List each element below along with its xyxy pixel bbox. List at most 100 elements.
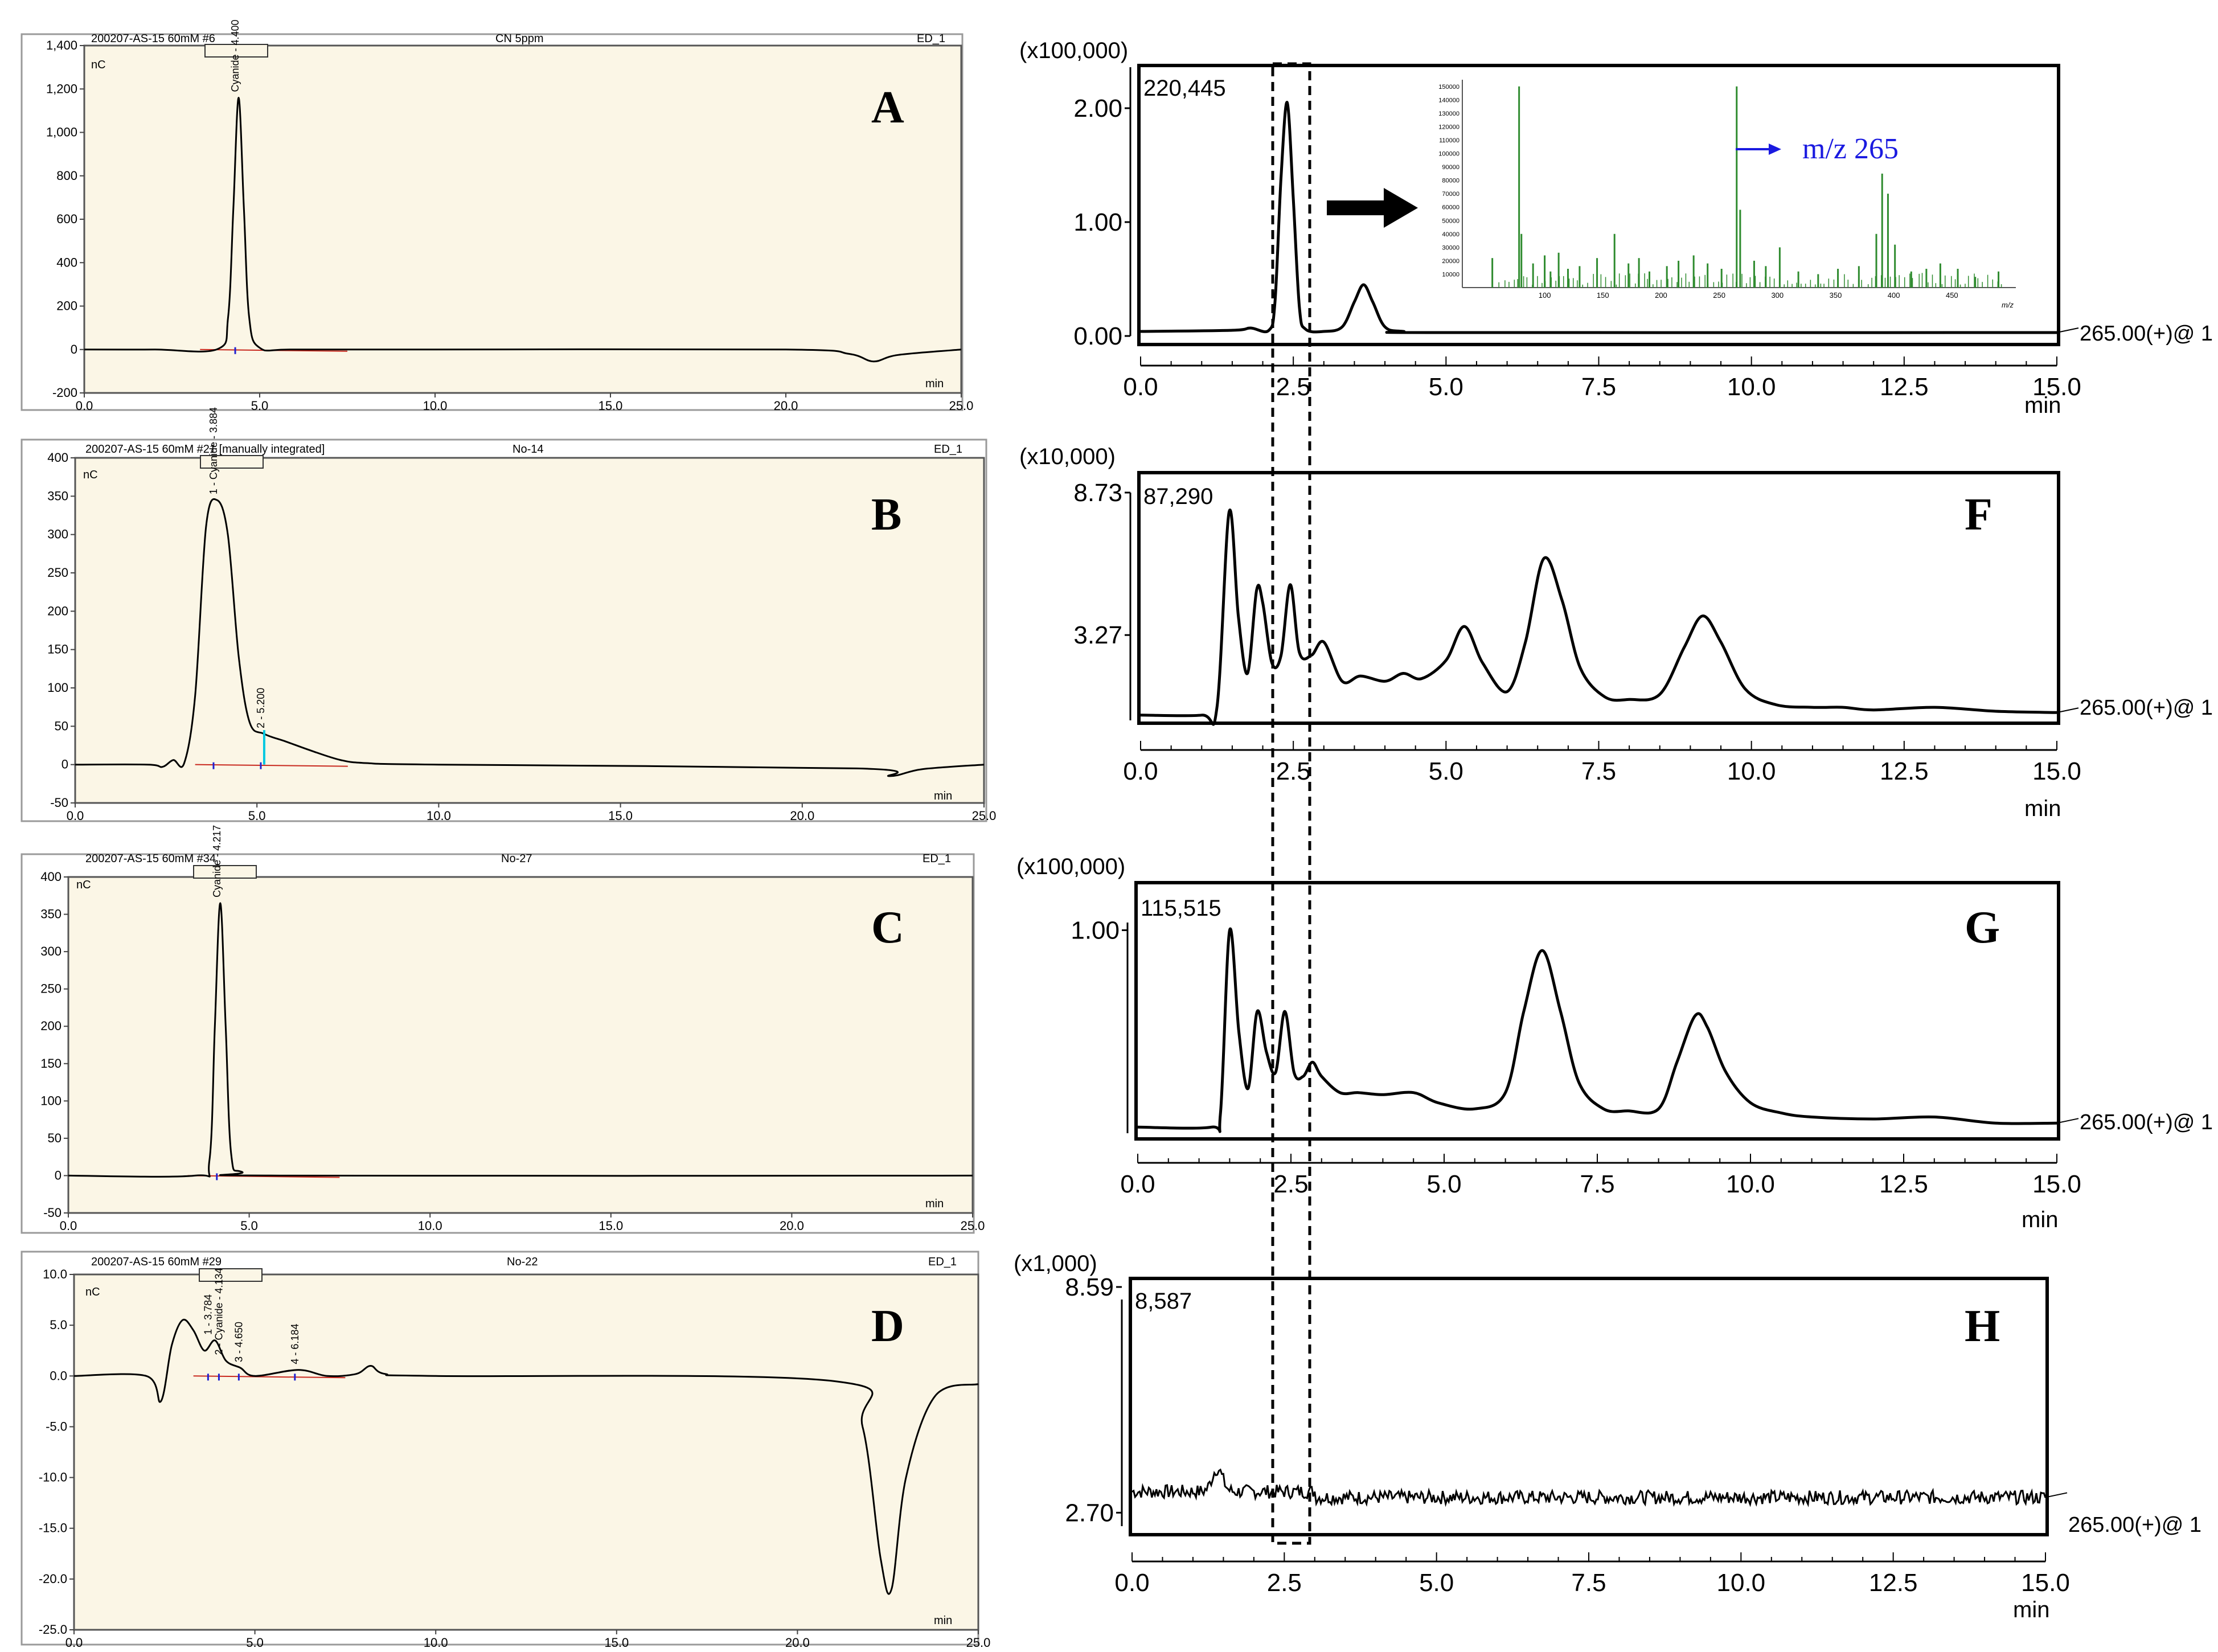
ms-chromatogram-panel-f: (x10,000) 87,290 F 265.00(+)@ 1 min 8.73… bbox=[1019, 444, 2213, 821]
panel-a-header-left: 200207-AS-15 60mM #6 bbox=[91, 32, 215, 45]
panel-h-x-tick-labels: 0.0 2.5 5.0 7.5 10.0 12.5 15.0 bbox=[1114, 1552, 2070, 1597]
x-tick-label: 0.0 bbox=[1123, 373, 1158, 401]
panel-b-header-left: 200207-AS-15 60mM #21 [manually integrat… bbox=[85, 443, 325, 456]
y-tick-label: 150 bbox=[40, 1056, 62, 1071]
panel-d-trace-layer: 1 - 3.784 2 - Cyanide - 4.134 3 - 4.650 4 -… bbox=[73, 1268, 979, 1595]
panel-e-intensity: 220,445 bbox=[1143, 76, 1226, 101]
peak-label: 4 - 6.184 bbox=[289, 1324, 301, 1364]
y-tick-label: 5.0 bbox=[50, 1318, 67, 1332]
panel-h-label: H bbox=[1965, 1301, 2000, 1351]
panel-a-label: A bbox=[871, 83, 904, 133]
inset-y-tick-label: 100000 bbox=[1438, 151, 1459, 158]
inset-x-tick-label: 350 bbox=[1830, 291, 1842, 300]
panel-g-intensity: 115,515 bbox=[1141, 896, 1221, 921]
y-tick-label: -15.0 bbox=[39, 1521, 67, 1535]
inset-y-tick-label: 150000 bbox=[1438, 84, 1459, 91]
x-tick-label: 5.0 bbox=[246, 1635, 264, 1650]
y-tick-label: 200 bbox=[56, 299, 77, 313]
chromatogram-panel-c: 200207-AS-15 60mM #34 No-27 ED_1 nC min … bbox=[21, 825, 985, 1234]
y-tick-label: 50 bbox=[55, 719, 68, 733]
retention-time-window bbox=[1271, 62, 1311, 1545]
ms-chromatogram-panel-h: (x1,000) 8,587 H 265.00(+)@ 1 min 8.59 2.… bbox=[1014, 1251, 2201, 1622]
y-tick-label: -10.0 bbox=[39, 1470, 67, 1485]
panel-d-y-tick-labels: 10.0 5.0 0.0 -5.0 -10.0 -15.0 -20.0 -25.0 bbox=[39, 1267, 74, 1637]
panel-d-plot-area bbox=[73, 1273, 979, 1631]
x-tick-label: 0.0 bbox=[76, 399, 93, 413]
y-tick-label: 0.00 bbox=[1073, 322, 1122, 350]
panel-d-y-unit: nC bbox=[85, 1286, 100, 1298]
inset-bar-layer bbox=[1491, 86, 2002, 288]
y-tick-label: 50 bbox=[48, 1131, 62, 1145]
x-tick-label: 5.0 bbox=[251, 399, 269, 413]
panel-f-scale-label: (x10,000) bbox=[1019, 444, 1116, 469]
panel-h-intensity: 8,587 bbox=[1135, 1289, 1192, 1314]
y-tick-label: 0 bbox=[71, 342, 77, 356]
integration-baseline bbox=[195, 764, 348, 767]
panel-b-x-tick-labels: 0.0 5.0 10.0 15.0 20.0 25.0 bbox=[67, 803, 996, 823]
inset-x-tick-label: 200 bbox=[1655, 291, 1667, 300]
peak-label: Cyanide - 4.400 bbox=[229, 19, 241, 92]
x-tick-label: 20.0 bbox=[785, 1635, 810, 1650]
inset-y-tick-label: 20000 bbox=[1442, 258, 1459, 265]
x-tick-label: 10.0 bbox=[424, 1635, 448, 1650]
inset-y-tick-label: 80000 bbox=[1442, 178, 1459, 185]
panel-b-trace-layer: 1 - Cyanide - 3.884 2 - 5.200 bbox=[75, 407, 985, 777]
x-tick-label: 10.0 bbox=[1717, 1569, 1766, 1597]
y-tick-label: 600 bbox=[56, 212, 77, 226]
black-arrow-shaft bbox=[1327, 200, 1389, 215]
panel-c-x-tick-labels: 0.0 5.0 10.0 15.0 20.0 25.0 bbox=[60, 1213, 985, 1233]
y-tick-label: -50 bbox=[43, 1206, 62, 1220]
panel-b-plot-area bbox=[74, 457, 985, 804]
inset-x-tick-label: 400 bbox=[1888, 291, 1900, 300]
inset-y-tick-label: 120000 bbox=[1438, 124, 1459, 130]
panel-e-x-tick-labels: 0.0 2.5 5.0 7.5 10.0 12.5 15.0 bbox=[1123, 356, 2081, 401]
x-tick-label: 10.0 bbox=[1727, 757, 1776, 785]
inset-y-tick-label: 10000 bbox=[1442, 271, 1459, 278]
panel-c-y-tick-labels: 400 350 300 250 200 150 100 50 0 -50 bbox=[40, 870, 68, 1220]
panel-h-trace-layer bbox=[1131, 1468, 2068, 1507]
peak-label: 1 - Cyanide - 3.884 bbox=[208, 407, 219, 494]
panel-c-header-center: No-27 bbox=[501, 852, 532, 865]
panel-d-tab bbox=[199, 1268, 263, 1282]
inset-y-tick-labels: 150000 140000 130000 120000 110000 100000 9000… bbox=[1438, 84, 1459, 278]
inset-y-tick-label: 130000 bbox=[1438, 110, 1459, 117]
panel-d-header-left: 200207-AS-15 60mM #29 bbox=[91, 1256, 222, 1268]
x-tick-label: 5.0 bbox=[240, 1219, 258, 1233]
chromatogram-trace bbox=[75, 498, 985, 777]
panel-c-x-unit: min bbox=[925, 1198, 944, 1210]
x-tick-label: 10.0 bbox=[1726, 1170, 1775, 1198]
panel-b-y-unit: nC bbox=[83, 469, 98, 481]
x-tick-label: 7.5 bbox=[1580, 1170, 1614, 1198]
x-tick-label: 0.0 bbox=[67, 809, 84, 823]
inset-y-tick-label: 70000 bbox=[1442, 191, 1459, 198]
panel-f-trace-layer bbox=[1140, 509, 2079, 726]
x-tick-label: 7.5 bbox=[1581, 373, 1616, 401]
y-tick-label: -25.0 bbox=[39, 1622, 67, 1637]
panel-e-y-tick-labels: 2.00 1.00 0.00 bbox=[1073, 67, 1131, 350]
inset-y-tick-label: 140000 bbox=[1438, 97, 1459, 104]
x-tick-label: 2.5 bbox=[1273, 1170, 1308, 1198]
peak-label: Cyanide - 4.217 bbox=[211, 825, 223, 897]
panel-g-x-unit: min bbox=[2022, 1207, 2058, 1232]
inset-x-tick-label: 450 bbox=[1946, 291, 1958, 300]
panel-b-header-center: No-14 bbox=[513, 443, 543, 456]
x-tick-label: 2.5 bbox=[1267, 1569, 1302, 1597]
x-tick-label: 15.0 bbox=[598, 399, 623, 413]
panel-a-y-unit: nC bbox=[91, 59, 106, 71]
inset-annotation: m/z 265 bbox=[1802, 133, 1899, 165]
panel-f-y-tick-labels: 8.73 3.27 bbox=[1073, 479, 1131, 720]
panel-g-trace-label: 265.00(+)@ 1 bbox=[2080, 1110, 2213, 1134]
ms-trace bbox=[1137, 927, 2057, 1133]
panel-a-frame bbox=[21, 33, 964, 411]
panel-e-scale-label: (x100,000) bbox=[1019, 38, 1128, 63]
y-tick-label: 100 bbox=[40, 1093, 62, 1108]
ms-chromatogram-panel-e: (x100,000) 220,445 E 265.00(+)@ 1 min 2.… bbox=[1019, 38, 2213, 418]
inset-x-tick-label: 250 bbox=[1713, 291, 1725, 300]
y-tick-label: 0 bbox=[55, 1168, 62, 1182]
y-tick-label: 3.27 bbox=[1073, 621, 1122, 649]
x-tick-label: 15.0 bbox=[2032, 373, 2081, 401]
panel-a-y-tick-labels: 1,400 1,200 1,000 800 600 400 200 0 -200 bbox=[46, 38, 84, 400]
trace-label-leader bbox=[2045, 1492, 2068, 1498]
chromatogram-trace bbox=[73, 1318, 979, 1595]
panel-b-label: B bbox=[871, 490, 901, 540]
